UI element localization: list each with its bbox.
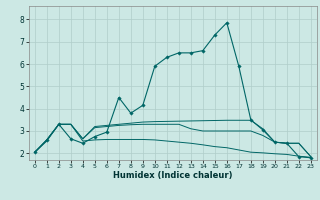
- X-axis label: Humidex (Indice chaleur): Humidex (Indice chaleur): [113, 171, 233, 180]
